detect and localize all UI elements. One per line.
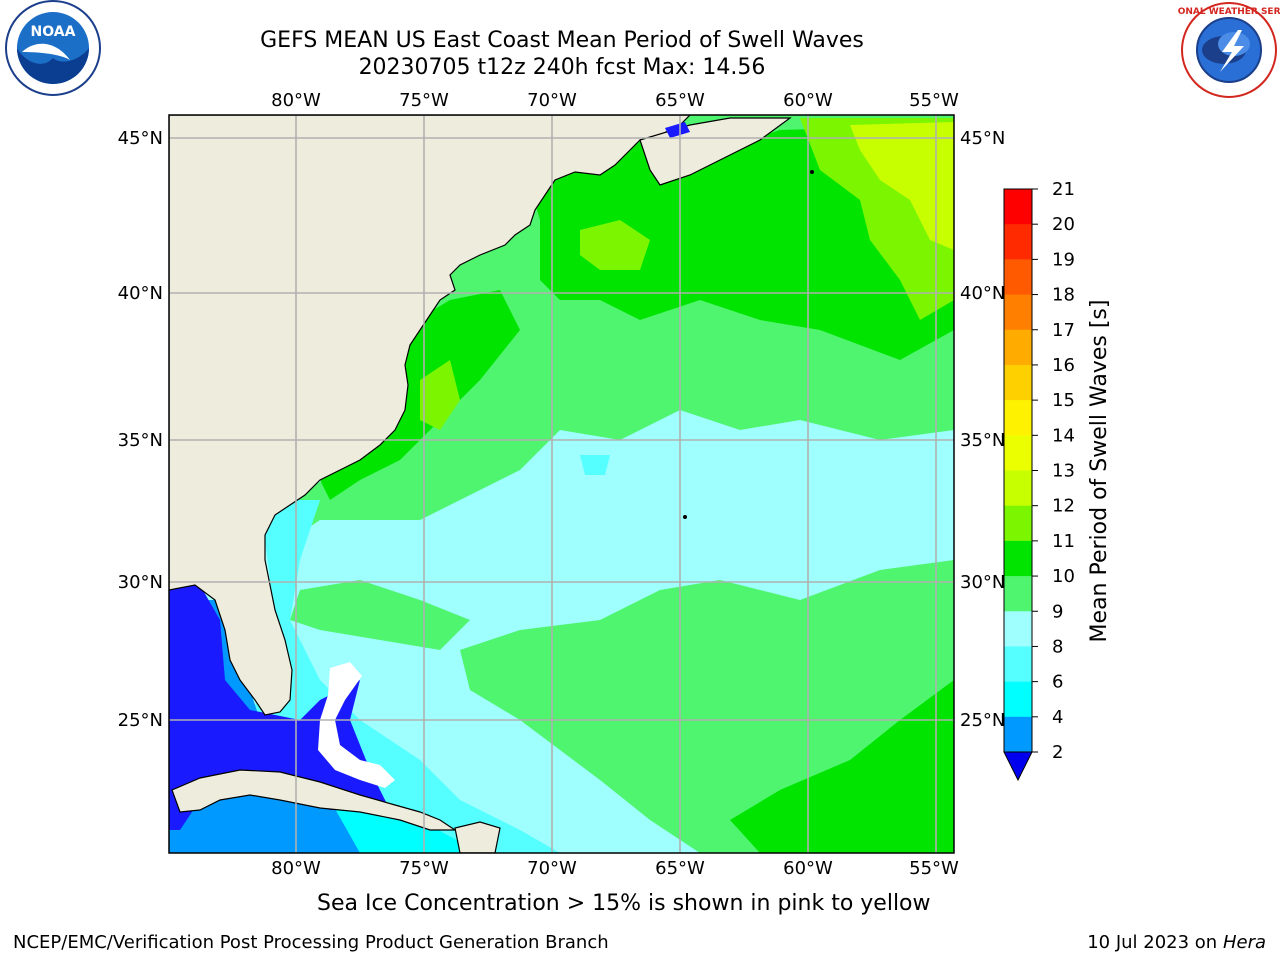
colorbar-tick-label: 4 [1052, 707, 1063, 728]
national-weather-service-logo-icon: NATIONAL WEATHER SERVICE [1178, 2, 1280, 98]
colorbar-tick-label: 8 [1052, 636, 1063, 657]
run-date-text: 10 Jul 2023 on [1087, 932, 1223, 953]
hispaniola-land [454, 821, 501, 853]
lat-label-left-40n: 40°N [118, 283, 163, 304]
cuba-land [171, 769, 457, 831]
colorbar-tick-label: 11 [1052, 531, 1075, 552]
colorbar-band [1004, 611, 1032, 647]
map-border [168, 114, 955, 854]
swell-field-11-12-gulf-maine [580, 220, 650, 270]
branch-credit: NCEP/EMC/Verification Post Processing Pr… [13, 932, 609, 953]
colorbar-band [1004, 329, 1032, 366]
lat-label-left-35n: 35°N [118, 430, 163, 451]
colorbar-band [1004, 576, 1032, 612]
sable-island [810, 170, 814, 174]
swell-field-12-13 [850, 122, 954, 250]
lon-label-top-55w: 55°W [909, 90, 959, 111]
lat-label-left-45n: 45°N [118, 128, 163, 149]
nws-logo-text: NATIONAL WEATHER SERVICE [1178, 7, 1280, 17]
colorbar-tick-label: 6 [1052, 672, 1063, 693]
bermuda-island [683, 515, 687, 519]
lon-label-bottom-80w: 80°W [271, 858, 321, 879]
lon-label-top-65w: 65°W [655, 90, 705, 111]
lon-label-bottom-70w: 70°W [527, 858, 577, 879]
colorbar-extend-arrow [1003, 751, 1033, 782]
lon-label-top-75w: 75°W [399, 90, 449, 111]
colorbar-tick-label: 15 [1052, 390, 1075, 411]
north-america-land [169, 115, 691, 716]
colorbar-tick-label: 10 [1052, 566, 1075, 587]
colorbar-tick-label: 13 [1052, 461, 1075, 482]
lon-label-top-70w: 70°W [527, 90, 577, 111]
colorbar-tick-label: 21 [1052, 179, 1075, 200]
swell-field-6-8-patch [580, 455, 610, 475]
colorbar-tick-label: 12 [1052, 496, 1075, 517]
swell-field-11-12-carolina [420, 360, 460, 430]
colorbar-band [1004, 400, 1032, 436]
bahamas-banks [318, 662, 395, 788]
colorbar-band [1004, 435, 1032, 471]
colorbar-tick-label: 20 [1052, 214, 1075, 235]
bay-of-fundy-shallow [665, 122, 690, 138]
lon-label-bottom-55w: 55°W [909, 858, 959, 879]
colorbar-band [1004, 470, 1032, 507]
colorbar-band [1004, 505, 1032, 542]
map-frame-content [169, 115, 954, 853]
machine-name: Hera [1222, 932, 1266, 953]
forecast-subtitle: 20230705 t12z 240h fcst Max: 14.56 [358, 55, 766, 80]
sea-ice-note: Sea Ice Concentration > 15% is shown in … [317, 891, 931, 916]
colorbar-label: Mean Period of Swell Waves [s] [1087, 300, 1112, 643]
colorbar-band [1004, 259, 1032, 296]
lon-label-bottom-60w: 60°W [783, 858, 833, 879]
lat-label-left-25n: 25°N [118, 710, 163, 731]
lat-label-right-35n: 35°N [960, 430, 1005, 451]
graticule [169, 115, 954, 853]
colorbar-band [1004, 646, 1032, 683]
colorbar-tick-label: 17 [1052, 320, 1075, 341]
colorbar-band [1004, 681, 1032, 718]
colorbar-tick-label: 19 [1052, 249, 1075, 270]
colorbar-band [1004, 540, 1032, 577]
lon-label-top-60w: 60°W [783, 90, 833, 111]
colorbar-tick-label: 16 [1052, 355, 1075, 376]
colorbar-band [1004, 294, 1032, 331]
lat-label-right-40n: 40°N [960, 283, 1005, 304]
map-title: GEFS MEAN US East Coast Mean Period of S… [260, 28, 864, 53]
lat-label-right-30n: 30°N [960, 572, 1005, 593]
colorbar-band [1004, 364, 1032, 401]
noaa-logo-text: NOAA [31, 24, 76, 40]
colorbar-band [1004, 716, 1032, 753]
run-date: 10 Jul 2023 on Hera [1087, 932, 1266, 953]
lat-label-right-25n: 25°N [960, 710, 1005, 731]
colorbar-tick-label: 14 [1052, 425, 1075, 446]
colorbar-band [1004, 189, 1032, 225]
colorbar-tick-label: 18 [1052, 285, 1075, 306]
swell-field-9-10-central [290, 580, 470, 650]
colorbar: 21 20 19 18 17 16 15 14 13 12 11 10 9 8 6 4 2 [1003, 179, 1075, 782]
lon-label-bottom-75w: 75°W [399, 858, 449, 879]
swell-field-10-11-southeast [730, 680, 954, 853]
colorbar-tick-label: 2 [1052, 742, 1063, 763]
colorbar-band [1004, 224, 1032, 260]
colorbar-tick-label: 9 [1052, 601, 1063, 622]
lon-label-bottom-65w: 65°W [655, 858, 705, 879]
lon-label-top-80w: 80°W [271, 90, 321, 111]
lat-label-right-45n: 45°N [960, 128, 1005, 149]
lat-label-left-30n: 30°N [118, 572, 163, 593]
noaa-logo-icon: NOAA [5, 0, 101, 96]
